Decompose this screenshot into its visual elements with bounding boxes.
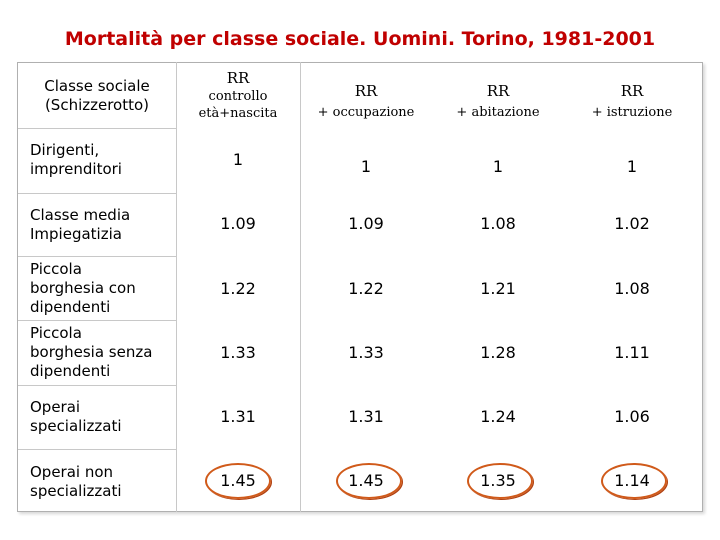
- highlight-circle: [336, 463, 402, 499]
- header-rr-control: RR controllo età+nascita: [176, 66, 300, 126]
- table-cell: 1.08: [480, 213, 516, 233]
- table-cell: 1.28: [480, 342, 516, 362]
- row-label: Operai non specializzati: [30, 463, 122, 500]
- header-rr-occupation-text: + occupazione: [317, 105, 415, 121]
- table-cell: 1.45: [220, 470, 256, 490]
- header-rr-control-line1: controllo: [208, 88, 268, 104]
- row-divider: [18, 320, 176, 321]
- header-rr-label: RR: [620, 81, 644, 100]
- table-frame: [17, 62, 703, 512]
- table-cell: 1: [232, 149, 244, 169]
- column-divider: [176, 62, 177, 512]
- row-label: Operai specializzati: [30, 398, 122, 435]
- page-title: Mortalità per classe sociale. Uomini. To…: [64, 28, 656, 50]
- row-divider: [18, 449, 176, 450]
- row-label: Piccola borghesia senza dipendenti: [30, 323, 153, 380]
- highlight-circle: [467, 463, 533, 499]
- row-label: Piccola borghesia con dipendenti: [30, 259, 136, 316]
- table-cell: 1.45: [348, 470, 384, 490]
- table-cell: 1.14: [614, 470, 650, 490]
- table-cell: 1.11: [614, 342, 650, 362]
- row-label: Dirigenti, imprenditori: [30, 141, 122, 178]
- table-cell: 1.33: [348, 342, 384, 362]
- table-cell: 1.09: [220, 213, 256, 233]
- table-cell: 1: [492, 156, 504, 176]
- header-class-line2: (Schizzerotto): [44, 96, 150, 114]
- header-rr-education-text: + istruzione: [591, 105, 673, 121]
- table-cell: 1.09: [348, 213, 384, 233]
- header-rr-housing-text: + abitazione: [456, 105, 540, 121]
- row-label: Classe media Impiegatizia: [30, 206, 131, 243]
- table-cell: 1.21: [480, 278, 516, 298]
- table-cell: 1.08: [614, 278, 650, 298]
- table-cell: 1.31: [348, 406, 384, 426]
- table-cell: 1.35: [480, 470, 516, 490]
- header-class-line1: Classe sociale: [44, 76, 150, 95]
- header-class: Classe sociale (Schizzerotto): [18, 70, 176, 122]
- table-cell: 1: [360, 156, 372, 176]
- header-rr-occupation: RR + occupazione: [300, 80, 432, 124]
- table-cell: 1.22: [220, 278, 256, 298]
- table-cell: 1.06: [614, 406, 650, 426]
- header-rr-control-line2: età+nascita: [198, 105, 278, 121]
- table-cell: 1.33: [220, 342, 256, 362]
- row-divider: [18, 193, 176, 194]
- row-divider: [18, 385, 176, 386]
- table-cell: 1.02: [614, 213, 650, 233]
- row-divider: [18, 256, 176, 257]
- table-cell: 1: [626, 156, 638, 176]
- header-rr-housing: RR + abitazione: [432, 80, 564, 124]
- highlight-circle: [601, 463, 667, 499]
- table-cell: 1.22: [348, 278, 384, 298]
- header-rr-education: RR + istruzione: [564, 80, 700, 124]
- row-divider: [18, 128, 176, 129]
- table-cell: 1.24: [480, 406, 516, 426]
- header-rr-label: RR: [226, 69, 250, 88]
- column-divider: [300, 62, 301, 512]
- header-rr-label: RR: [354, 81, 378, 100]
- header-rr-label: RR: [486, 81, 510, 100]
- highlight-circle: [205, 463, 271, 499]
- table-cell: 1.31: [220, 406, 256, 426]
